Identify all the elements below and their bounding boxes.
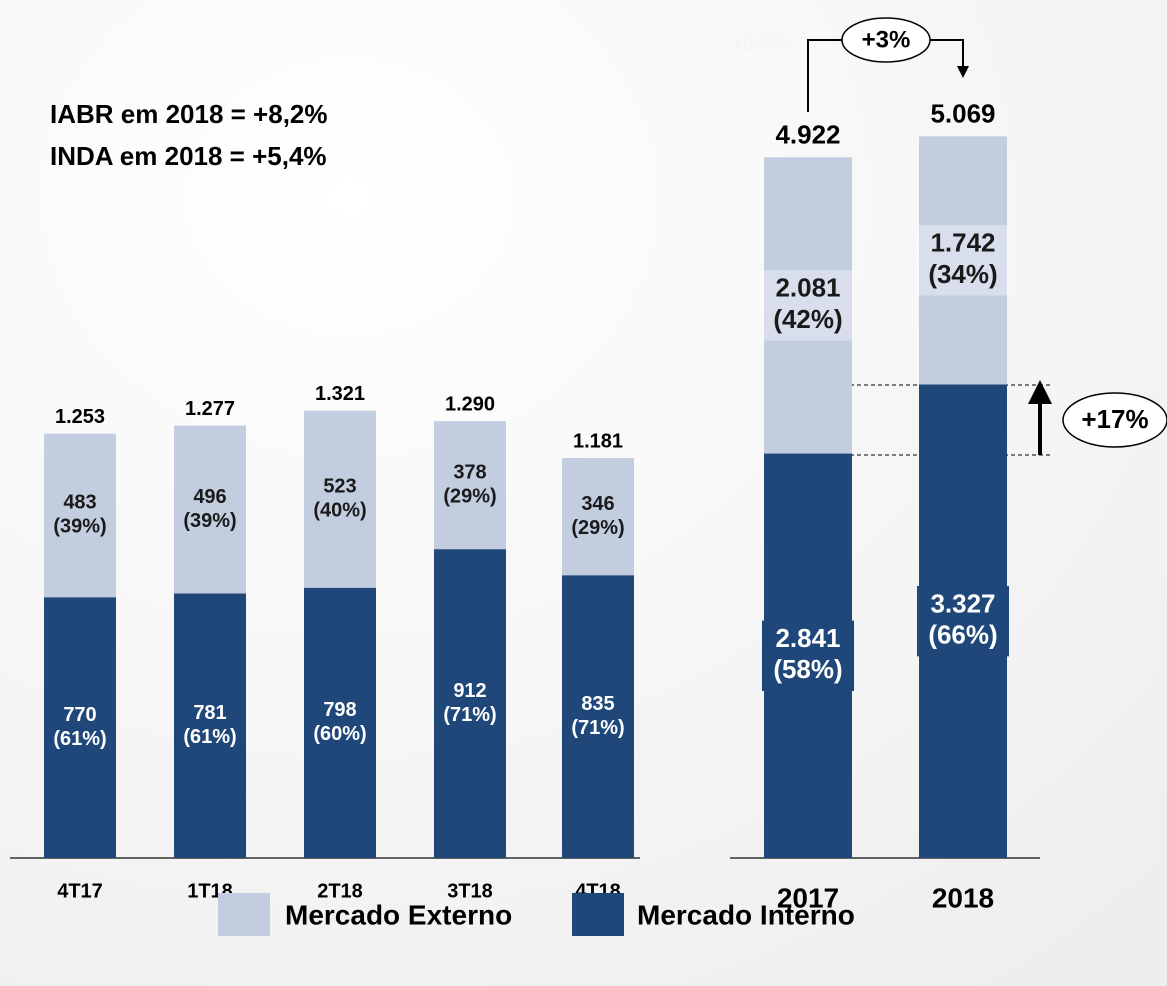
total-label: 1.181: [573, 430, 623, 452]
legend-label: Mercado Interno: [637, 899, 855, 930]
total-label: 1.253: [55, 406, 105, 428]
data-label: 346: [581, 493, 614, 515]
data-label: 835: [581, 693, 614, 715]
data-label: 378: [453, 461, 486, 483]
data-label: (39%): [53, 516, 106, 538]
x-tick-label: 3T18: [447, 880, 493, 902]
data-label: 798: [323, 699, 356, 721]
bar-segment: [919, 136, 1007, 385]
bar-segment: [764, 157, 852, 454]
data-label: 483: [63, 492, 96, 514]
bar-segment: [434, 549, 506, 858]
total-label: 1.321: [315, 383, 365, 405]
total-label: 4.922: [775, 119, 840, 149]
data-label: (61%): [53, 728, 106, 750]
data-label: (60%): [313, 723, 366, 745]
legend-swatch: [572, 893, 624, 936]
annotation: IABR em 2018 = +8,2%: [50, 99, 328, 129]
data-label: 2.081: [775, 273, 840, 303]
data-label: (34%): [928, 259, 997, 289]
annotation: +3%: [862, 26, 911, 53]
data-label: (42%): [773, 304, 842, 334]
data-label: 496: [193, 486, 226, 508]
legend-swatch: [218, 893, 270, 936]
data-label: (29%): [571, 517, 624, 539]
data-label: (71%): [443, 704, 496, 726]
annotation: +17%: [1081, 404, 1148, 434]
bar-segment: [44, 433, 116, 598]
data-label: (39%): [183, 510, 236, 532]
data-label: (58%): [773, 654, 842, 684]
data-label: 770: [63, 704, 96, 726]
x-tick-label: 2T18: [317, 880, 363, 902]
data-label: 523: [323, 475, 356, 497]
data-label: (61%): [183, 726, 236, 748]
data-label: (29%): [443, 485, 496, 507]
data-label: 1.742: [930, 228, 995, 258]
x-tick-label: 2018: [932, 882, 994, 913]
x-tick-label: 2017: [777, 882, 839, 913]
data-label: 912: [453, 680, 486, 702]
bar-segment: [44, 597, 116, 858]
callout: [1062, 392, 1167, 448]
label-box: [762, 270, 854, 341]
bar-segment: [434, 421, 506, 550]
bar-segment: [304, 587, 376, 858]
bar-segment: [174, 425, 246, 594]
total-label: 1.277: [185, 398, 235, 420]
bar-segment: [174, 593, 246, 858]
data-label: 3.327: [930, 588, 995, 618]
label-box: [917, 225, 1009, 296]
label-box: [917, 585, 1009, 657]
bracket-arrow: [807, 39, 963, 112]
data-label: (40%): [313, 499, 366, 521]
data-label: 781: [193, 702, 226, 724]
data-label: 2.841: [775, 623, 840, 653]
label-box: [762, 620, 854, 691]
annotation: 19.4%: [732, 30, 789, 55]
data-label: (66%): [928, 620, 997, 650]
data-label: (71%): [571, 717, 624, 739]
total-label: 5.069: [930, 98, 995, 128]
x-tick-label: 4T17: [57, 880, 103, 902]
bar-segment: [304, 410, 376, 588]
callout: [841, 17, 931, 63]
bar-segment: [562, 575, 634, 858]
bar-segment: [562, 458, 634, 576]
annotation: INDA em 2018 = +5,4%: [50, 141, 327, 171]
legend-label: Mercado Externo: [285, 899, 512, 930]
total-label: 1.290: [445, 393, 495, 415]
